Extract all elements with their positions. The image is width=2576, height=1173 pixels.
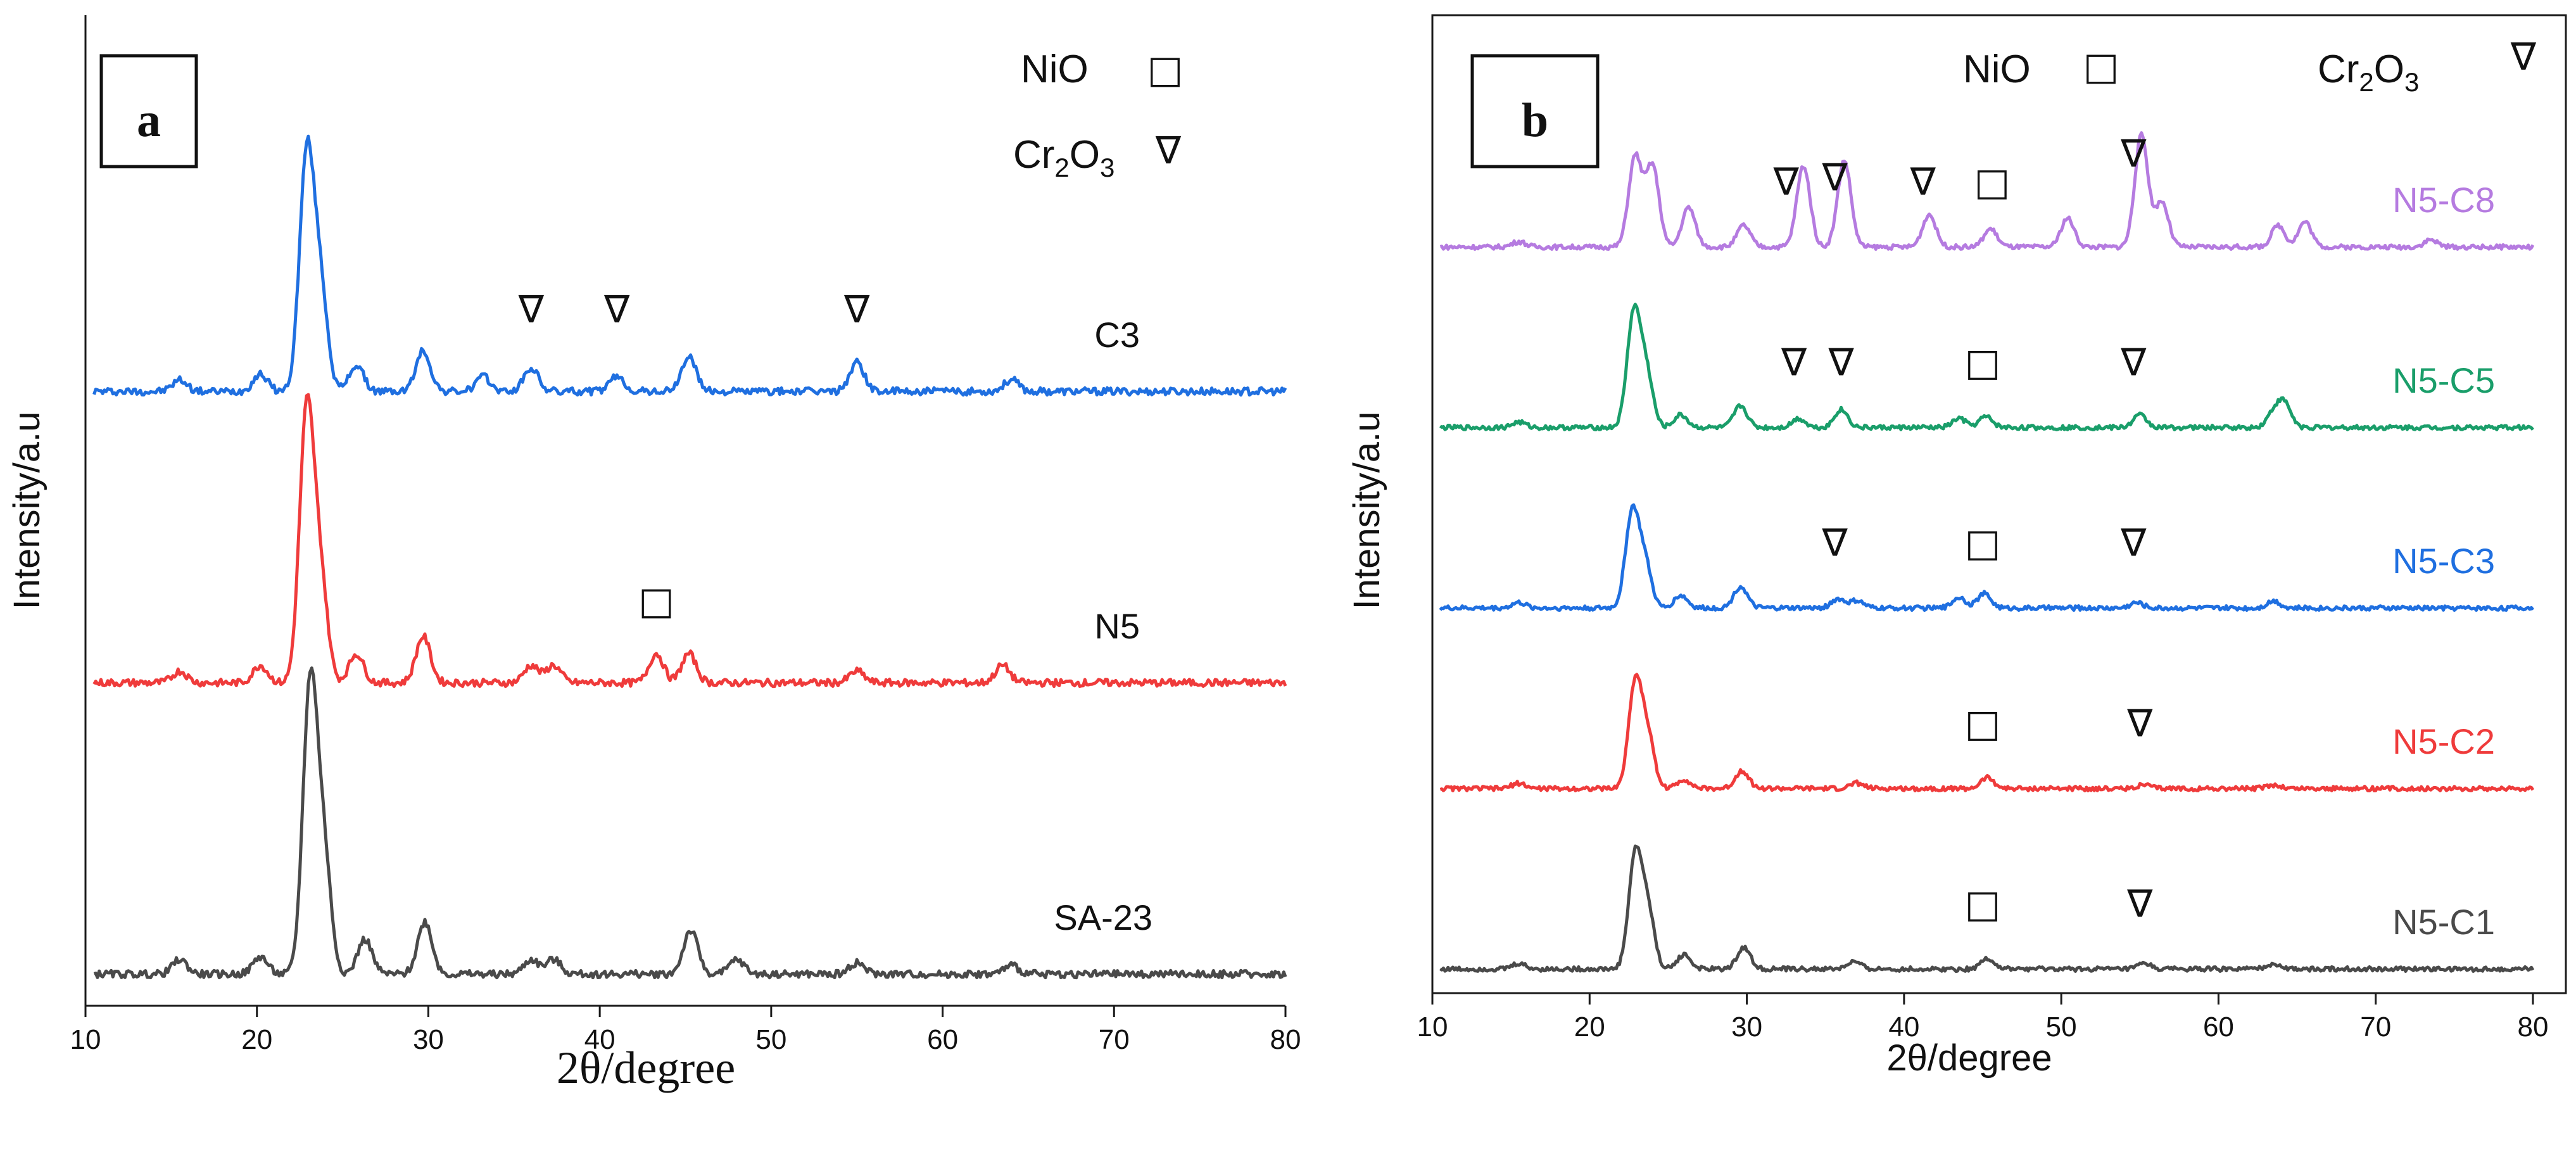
x-ticks: 10 20 30 40 50 60 70 80 [70, 1006, 1301, 1055]
series-label: N5-C5 [2392, 360, 2495, 400]
legend-nio-label: NiO [1963, 48, 2031, 91]
legend-cr2o3-cr: Cr [1013, 133, 1054, 177]
x-ticks: 10 20 30 40 50 60 70 80 [1417, 993, 2549, 1043]
cr2o3-marker: ∇ [2126, 882, 2153, 926]
cr2o3-marker: ∇ [603, 288, 630, 332]
legend-cr2o3-o: O [2374, 48, 2404, 91]
cr2o3-marker: ∇ [1773, 160, 1800, 204]
series-label: N5-C2 [2392, 721, 2495, 761]
series-labels: N5-C8 N5-C5 N5-C3 N5-C2 N5-C1 [2392, 180, 2495, 942]
series-line-n5-c1 [1439, 844, 2535, 973]
cr2o3-marker: ∇ [2120, 521, 2147, 565]
legend: NiO □ Cr2O3 ∇ [1963, 35, 2537, 97]
x-tick-label: 10 [70, 1024, 101, 1055]
cr2o3-marker: ∇ [1910, 160, 1936, 204]
cr2o3-marker: ∇ [518, 288, 545, 332]
series-line-n5-c8 [1440, 131, 2535, 251]
legend-cr2o3-symbol: ∇ [1155, 129, 1182, 173]
nio-marker: □ [1965, 882, 2001, 926]
legend-cr2o3-label: Cr2O3 [2318, 48, 2419, 97]
series-label: C3 [1094, 315, 1140, 355]
panel-label-box [99, 54, 198, 168]
legend-nio-symbol: □ [1147, 48, 1184, 92]
series-label: N5-C1 [2392, 902, 2495, 942]
nio-marker: □ [1965, 340, 2001, 384]
x-tick-label: 50 [755, 1024, 786, 1055]
panel-b: 10 20 30 40 50 60 70 80 Intensity/a.u 2θ/degree… [1346, 14, 2567, 1079]
legend-cr2o3-sub1: 2 [2359, 67, 2373, 97]
x-tick-label: 60 [927, 1024, 958, 1055]
panel-label: a [137, 94, 161, 147]
x-tick-label: 70 [1099, 1024, 1130, 1055]
panel-label-box [1470, 54, 1600, 168]
x-tick-label: 20 [241, 1024, 272, 1055]
cr2o3-marker: ∇ [2126, 701, 2153, 745]
series-label: N5-C3 [2392, 541, 2495, 581]
x-tick-label: 80 [1270, 1024, 1301, 1055]
x-tick-label: 70 [2360, 1011, 2391, 1043]
plot-frame [1431, 14, 2567, 994]
legend-cr2o3-cr: Cr [2318, 48, 2359, 91]
legend-cr2o3-label: Cr2O3 [1013, 133, 1114, 182]
y-axis-title: Intensity/a.u [6, 412, 47, 610]
cr2o3-marker: ∇ [843, 288, 870, 332]
x-tick-label: 50 [2046, 1011, 2077, 1043]
series-label: SA-23 [1054, 897, 1152, 937]
x-tick-label: 60 [2203, 1011, 2234, 1043]
x-tick-label: 20 [1574, 1011, 1605, 1043]
legend-cr2o3-symbol: ∇ [2510, 35, 2537, 79]
x-tick-label: 40 [1888, 1011, 1919, 1043]
x-axis-title: 2θ/degree [557, 1043, 735, 1093]
x-tick-label: 30 [413, 1024, 444, 1055]
legend-cr2o3-o: O [1070, 133, 1100, 177]
nio-marker: □ [638, 579, 674, 623]
cr2o3-marker: ∇ [1828, 340, 1854, 384]
cr2o3-marker: ∇ [1781, 340, 1807, 384]
legend-cr2o3-sub2: 3 [1100, 153, 1114, 182]
cr2o3-marker: ∇ [1822, 156, 1848, 200]
legend-cr2o3-sub2: 3 [2404, 67, 2419, 97]
series-line-n5 [92, 393, 1287, 688]
series-line-n5-c2 [1439, 673, 2535, 792]
legend: NiO □ Cr2O3 ∇ [1013, 48, 1183, 182]
nio-marker: □ [1965, 521, 2001, 565]
series-line-c3 [92, 134, 1287, 397]
panel-a: 10 20 30 40 50 60 70 80 Intensity/a.u 2θ/degree… [6, 15, 1301, 1093]
series-line-sa-23 [93, 666, 1287, 980]
nio-marker: □ [1974, 160, 2011, 204]
series-line-n5-c3 [1439, 503, 2535, 612]
series-label: N5 [1094, 606, 1140, 646]
panel-label: b [1522, 94, 1548, 147]
legend-cr2o3-sub1: 2 [1054, 153, 1069, 182]
x-axis-title: 2θ/degree [1886, 1037, 2052, 1079]
series-label: N5-C8 [2392, 180, 2495, 220]
traces [1439, 131, 2535, 973]
x-tick-label: 40 [584, 1024, 616, 1055]
legend-nio-label: NiO [1021, 48, 1089, 91]
cr2o3-marker: ∇ [2120, 132, 2147, 176]
series-line-n5-c5 [1439, 302, 2534, 432]
x-tick-label: 30 [1731, 1011, 1762, 1043]
x-tick-label: 80 [2518, 1011, 2549, 1043]
cr2o3-marker: ∇ [2120, 340, 2147, 384]
peak-markers: ∇ ∇ ∇ □ ∇ ∇ ∇ □ ∇ ∇ □ ∇ □ ∇ □ ∇ [1773, 132, 2154, 926]
peak-markers: ∇ ∇ ∇ □ [518, 288, 870, 623]
x-tick-label: 10 [1417, 1011, 1448, 1043]
cr2o3-marker: ∇ [1822, 521, 1848, 565]
legend-nio-symbol: □ [2083, 44, 2119, 89]
nio-marker: □ [1965, 701, 2001, 745]
traces [92, 134, 1287, 980]
y-axis-title: Intensity/a.u [1346, 412, 1387, 610]
series-labels: C3 N5 SA-23 [1054, 315, 1152, 937]
